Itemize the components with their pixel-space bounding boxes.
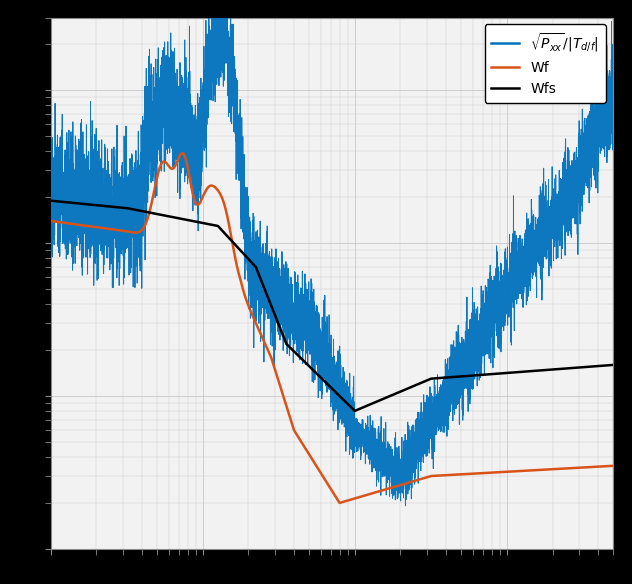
Legend: $\sqrt{P_{xx}}/|T_{d/f}|$, Wf, Wfs: $\sqrt{P_{xx}}/|T_{d/f}|$, Wf, Wfs (485, 25, 606, 103)
